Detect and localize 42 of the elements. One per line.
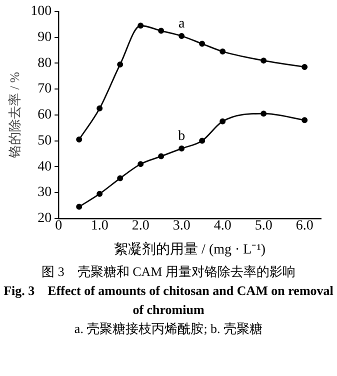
series-label: a [178, 16, 186, 32]
point [220, 118, 226, 124]
y-tick-label: 40 [38, 159, 52, 174]
x-tick-label: 0 [55, 218, 62, 234]
x-tick-label: 4.0 [214, 218, 232, 234]
point [76, 204, 82, 210]
y-axis-title: 铬的除去率 / % [7, 72, 22, 159]
x-axis-title: 絮凝剂的用量 / (mg · L⁻¹) [114, 241, 266, 258]
point [302, 117, 308, 124]
y-tick-label: 30 [38, 185, 52, 200]
x-tick-label: 6.0 [296, 218, 314, 234]
point [158, 153, 164, 160]
point [117, 61, 124, 68]
x-tick-label: 1.0 [90, 218, 108, 234]
point [199, 138, 206, 144]
series-label: b [178, 129, 186, 144]
y-tick-label: 50 [38, 133, 52, 148]
point [76, 136, 82, 142]
point [220, 48, 226, 55]
point [260, 110, 267, 117]
x-tick-label: 3.0 [172, 218, 190, 234]
y-tick-label: 20 [38, 211, 52, 226]
x-tick-label: 2.0 [132, 218, 150, 234]
point [138, 161, 144, 168]
point [117, 175, 124, 182]
text: 图 3 壳聚糖和 CAM 用量对铬除去率的影响 [40, 263, 296, 281]
point [96, 105, 103, 112]
y-tick-label: 70 [38, 82, 52, 97]
y-tick-label: 60 [38, 108, 52, 123]
text: a. 壳聚糖接枝丙烯酰胺; b. 壳聚糖 [73, 320, 264, 338]
point [178, 146, 185, 152]
point [260, 58, 267, 64]
y-tick-label: 100 [30, 4, 52, 20]
point [178, 32, 185, 39]
x-tick-label: 5.0 [254, 218, 272, 234]
y-tick-label: 80 [38, 56, 52, 71]
point [199, 40, 206, 47]
point [158, 28, 164, 34]
point [302, 64, 308, 70]
point [96, 190, 103, 197]
point [138, 22, 144, 29]
y-tick-label: 90 [38, 30, 52, 45]
